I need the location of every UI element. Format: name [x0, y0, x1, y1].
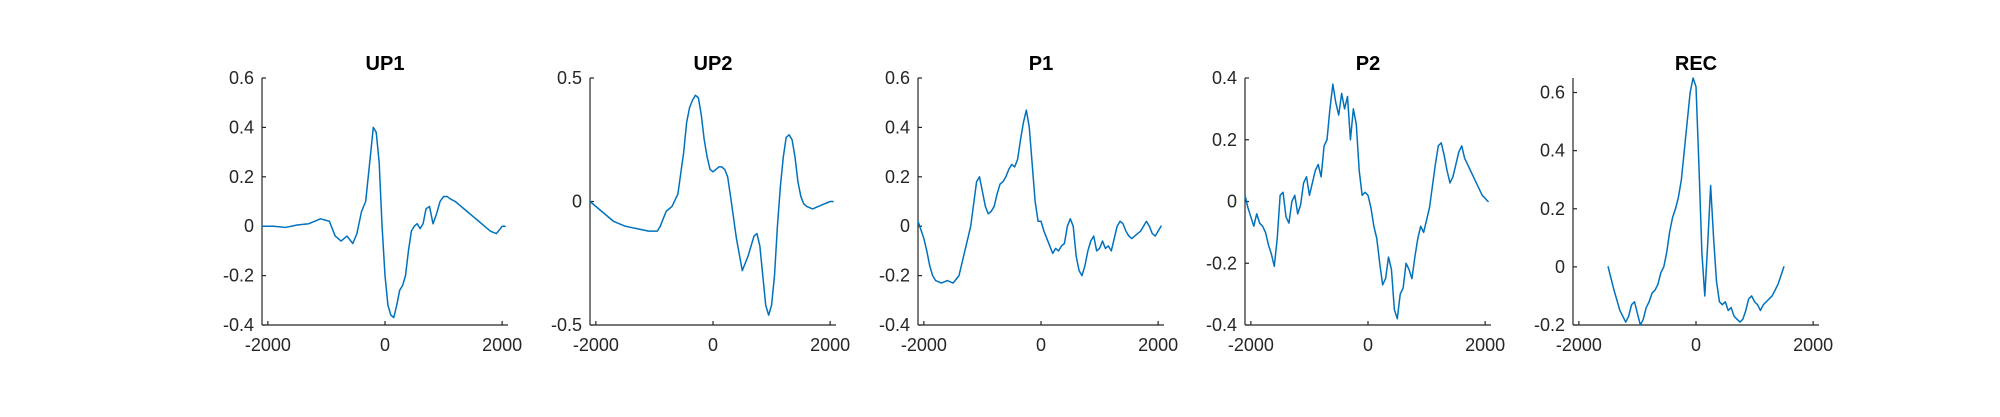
y-tick-label: -0.4 — [1206, 315, 1237, 335]
y-tick-label: 0.2 — [1212, 130, 1237, 150]
x-tick-label: -2000 — [901, 335, 947, 355]
subplot-up2: UP2 -0.5 0 0.5 -2000 0 2000 — [551, 53, 850, 355]
series-line — [917, 109, 1162, 284]
x-tick-label: 0 — [380, 335, 390, 355]
y-tick-label: 0 — [244, 216, 254, 236]
y-tick-label: 0.5 — [557, 68, 582, 88]
x-tick-label: 2000 — [810, 335, 850, 355]
series-line — [589, 94, 834, 316]
x-tick-label: -2000 — [1556, 335, 1602, 355]
y-tick-label: -0.4 — [223, 315, 254, 335]
y-tick-label: 0 — [572, 192, 582, 212]
series-line — [261, 126, 506, 319]
x-tick-label: 2000 — [1793, 335, 1833, 355]
x-tick-label: 0 — [1036, 335, 1046, 355]
y-tick-label: 0.4 — [1540, 141, 1565, 161]
y-tick-label: 0 — [1555, 257, 1565, 277]
subplot-p1: P1 -0.4 -0.2 0 0.2 0.4 0.6 -2000 0 2000 — [879, 53, 1178, 355]
y-tick-label: 0.6 — [229, 68, 254, 88]
series-line — [1607, 77, 1785, 326]
x-tick-label: 2000 — [482, 335, 522, 355]
y-tick-label: 0 — [900, 216, 910, 236]
y-tick-label: -0.2 — [879, 266, 910, 286]
subplot-title: UP2 — [694, 53, 733, 75]
subplot-title: REC — [1675, 53, 1717, 75]
x-tick-label: -2000 — [245, 335, 291, 355]
series-line — [1244, 83, 1489, 320]
subplot-p2: P2 -0.4 -0.2 0 0.2 0.4 -2000 0 2000 — [1206, 53, 1505, 355]
x-tick-label: 2000 — [1138, 335, 1178, 355]
y-tick-label: -0.2 — [1206, 253, 1237, 273]
y-tick-label: 0.4 — [229, 117, 254, 137]
y-tick-label: 0.4 — [1212, 68, 1237, 88]
x-tick-label: 0 — [708, 335, 718, 355]
subplot-up1: UP1 -0.4 -0.2 0 0.2 0.4 0.6 -2000 0 2000 — [223, 53, 522, 355]
y-tick-label: 0.4 — [885, 117, 910, 137]
y-tick-label: -0.2 — [1534, 315, 1565, 335]
subplot-title: UP1 — [366, 53, 405, 75]
y-tick-label: 0.2 — [885, 167, 910, 187]
y-tick-label: 0.6 — [885, 68, 910, 88]
y-tick-label: 0.2 — [1540, 199, 1565, 219]
x-tick-label: -2000 — [573, 335, 619, 355]
subplot-title: P2 — [1356, 53, 1380, 75]
y-tick-label: 0.2 — [229, 167, 254, 187]
x-tick-label: 2000 — [1465, 335, 1505, 355]
y-tick-label: -0.5 — [551, 315, 582, 335]
x-tick-label: -2000 — [1228, 335, 1274, 355]
y-tick-label: -0.2 — [223, 266, 254, 286]
y-tick-label: 0 — [1227, 192, 1237, 212]
subplot-rec: REC -0.2 0 0.2 0.4 0.6 -2000 0 2000 — [1534, 53, 1833, 355]
y-tick-label: -0.4 — [879, 315, 910, 335]
subplot-title: P1 — [1029, 53, 1053, 75]
y-tick-label: 0.6 — [1540, 83, 1565, 103]
x-tick-label: 0 — [1363, 335, 1373, 355]
x-tick-label: 0 — [1691, 335, 1701, 355]
